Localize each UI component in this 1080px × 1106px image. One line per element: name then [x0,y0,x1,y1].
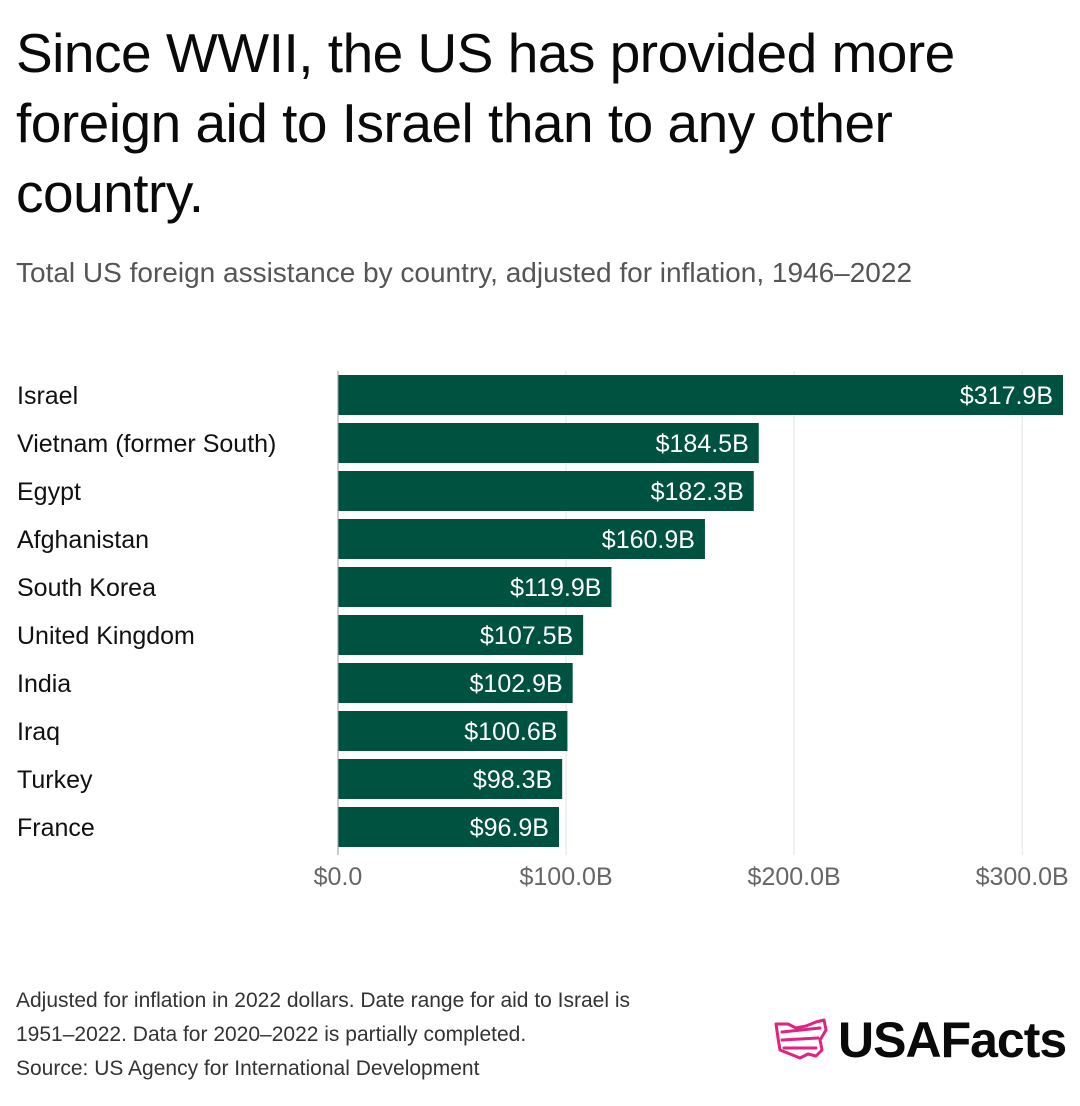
bar-2 [338,471,754,511]
x-tick-label-1: $100.0B [519,863,612,891]
x-tick-label-3: $300.0B [976,863,1069,891]
value-label-5: $107.5B [480,622,573,650]
category-label-8: Turkey [17,766,93,794]
bar-chart: Israel $317.9B Vietnam (former South) $184.… [17,371,1069,891]
value-label-4: $119.9B [510,574,601,602]
bar-6 [338,663,573,703]
category-label-6: India [17,670,71,698]
bar-9 [338,807,559,847]
category-label-2: Egypt [17,478,81,506]
logo-text: USAFacts [838,1012,1067,1068]
footnote-line-2: 1951–2022. Data for 2020–2022 is partial… [16,1023,527,1046]
bar-3 [338,519,705,559]
value-label-3: $160.9B [602,526,695,554]
x-tick-label-2: $200.0B [748,863,841,891]
bar-1 [338,423,759,463]
category-label-1: Vietnam (former South) [17,430,276,458]
chart-subtitle: Total US foreign assistance by country, … [16,257,913,288]
footnote-line-1: Adjusted for inflation in 2022 dollars. … [16,989,631,1012]
category-label-9: France [17,814,95,842]
value-label-8: $98.3B [473,766,552,794]
bar-8 [338,759,563,799]
bar-4 [338,567,612,607]
bar-5 [338,615,584,655]
x-tick-label-0: $0.0 [314,863,363,891]
chart-title: Since WWII, the US has provided more for… [16,22,955,224]
source-line: Source: US Agency for International Deve… [16,1057,480,1080]
category-label-5: United Kingdom [17,622,195,650]
category-label-4: South Korea [17,574,156,602]
value-label-2: $182.3B [651,478,744,506]
bar-0 [338,375,1063,415]
value-label-6: $102.9B [470,670,563,698]
category-label-7: Iraq [17,718,60,746]
category-label-3: Afghanistan [17,526,149,554]
us-map-flag-icon [774,1018,828,1060]
category-label-0: Israel [17,382,78,410]
footnote: Adjusted for inflation in 2022 dollars. … [16,984,756,1086]
value-label-0: $317.9B [960,382,1053,410]
value-label-1: $184.5B [656,430,749,458]
usafacts-logo: USAFacts [772,1010,1072,1070]
value-label-7: $100.6B [464,718,557,746]
value-label-9: $96.9B [470,814,549,842]
bar-7 [338,711,568,751]
